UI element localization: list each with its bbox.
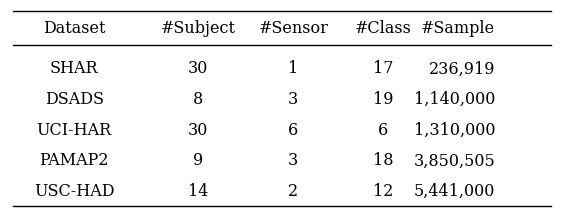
Text: #Class: #Class [355, 20, 412, 37]
Text: UCI-HAR: UCI-HAR [37, 122, 112, 139]
Text: 6: 6 [288, 122, 298, 139]
Text: 1,310,000: 1,310,000 [414, 122, 495, 139]
Text: 18: 18 [373, 152, 393, 169]
Text: 3: 3 [288, 152, 298, 169]
Text: 30: 30 [188, 122, 208, 139]
Text: #Subject: #Subject [160, 20, 235, 37]
Text: 1: 1 [288, 61, 298, 77]
Text: 1,140,000: 1,140,000 [414, 91, 495, 108]
Text: 5,441,000: 5,441,000 [414, 183, 495, 200]
Text: 8: 8 [193, 91, 203, 108]
Text: 30: 30 [188, 61, 208, 77]
Text: 3,850,505: 3,850,505 [413, 152, 495, 169]
Text: 9: 9 [193, 152, 203, 169]
Text: 6: 6 [378, 122, 388, 139]
Text: Dataset: Dataset [43, 20, 105, 37]
Text: DSADS: DSADS [45, 91, 104, 108]
Text: PAMAP2: PAMAP2 [39, 152, 109, 169]
Text: 14: 14 [188, 183, 208, 200]
Text: 17: 17 [373, 61, 393, 77]
Text: 236,919: 236,919 [429, 61, 495, 77]
Text: SHAR: SHAR [50, 61, 99, 77]
Text: #Sensor: #Sensor [258, 20, 328, 37]
Text: 3: 3 [288, 91, 298, 108]
Text: 19: 19 [373, 91, 393, 108]
Text: USC-HAD: USC-HAD [34, 183, 114, 200]
Text: #Sample: #Sample [421, 20, 495, 37]
Text: 2: 2 [288, 183, 298, 200]
Text: 12: 12 [373, 183, 393, 200]
